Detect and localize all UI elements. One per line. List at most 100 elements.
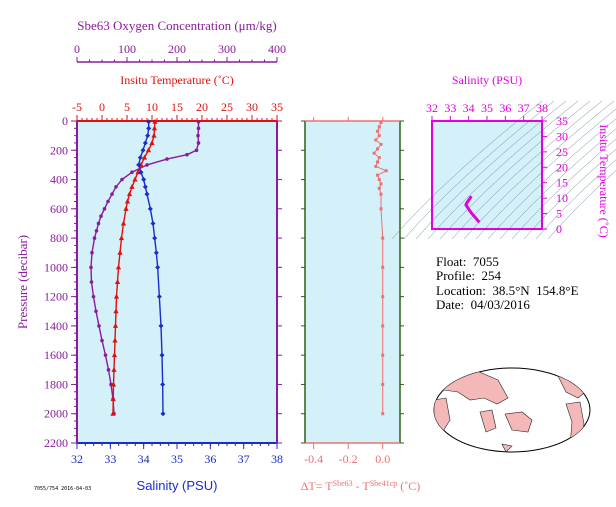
oxygen-series-point xyxy=(92,236,97,240)
delta-series-point xyxy=(376,147,380,151)
ts-salinity-title: Salinity (PSU) xyxy=(452,73,522,87)
salinity-series-point xyxy=(160,381,166,387)
ts-plot-background xyxy=(432,121,542,229)
ts-temperature-tick-label: 15 xyxy=(556,176,568,190)
salinity-tick-label: 37 xyxy=(238,452,250,466)
delta-series-point xyxy=(384,169,388,173)
salinity-series-point xyxy=(137,155,143,161)
delta-series-point xyxy=(379,120,383,124)
delta-series-point xyxy=(379,142,383,146)
salinity-series-point xyxy=(152,235,158,241)
salinity-series-point xyxy=(138,169,144,175)
pressure-tick-label: 1000 xyxy=(44,260,68,274)
delta-series-point xyxy=(381,382,385,386)
oxygen-series-point xyxy=(130,170,134,175)
delta-series-point xyxy=(381,412,385,416)
pressure-tick-label: 2200 xyxy=(44,436,68,450)
temperature-series-point xyxy=(123,205,129,211)
ts-salinity-tick-label: 34 xyxy=(463,101,475,115)
oxygen-tick-label: 100 xyxy=(118,42,136,56)
temperature-series-point xyxy=(113,308,119,314)
salinity-tick-label: 36 xyxy=(204,452,216,466)
delta-axis-title-part: Sbe41cp xyxy=(370,479,398,488)
delta-tick-label: 0.0 xyxy=(375,452,390,466)
salinity-series-point xyxy=(147,206,153,212)
delta-series-point xyxy=(376,160,380,164)
delta-series-point xyxy=(377,125,381,129)
profile-number: Profile: 254 xyxy=(436,268,501,283)
oxygen-series-point xyxy=(120,177,124,182)
ts-temperature-tick-label: 30 xyxy=(556,129,568,143)
pressure-tick-label: 800 xyxy=(50,231,68,245)
oxygen-series-point xyxy=(96,221,101,226)
oxygen-tick-label: 400 xyxy=(268,42,286,56)
ts-temperature-tick-label: 25 xyxy=(556,145,568,159)
ts-temperature-title: Insitu Temperature (˚C) xyxy=(597,124,611,238)
ts-temperature-tick-label: 5 xyxy=(556,207,562,221)
temperature-series-point xyxy=(110,396,116,402)
salinity-series-point xyxy=(155,264,161,270)
oxygen-series-point xyxy=(94,309,98,314)
temperature-series-point xyxy=(124,198,131,204)
footnote: 7055/754 2016-04-03 xyxy=(34,486,92,492)
pressure-axis-title: Pressure (decibar) xyxy=(15,235,30,329)
temperature-series-point xyxy=(151,132,157,138)
pressure-tick-label: 600 xyxy=(50,202,68,216)
oxygen-series-point xyxy=(102,207,107,211)
oxygen-tick-label: 200 xyxy=(168,42,186,56)
ts-temperature-tick-label: 20 xyxy=(556,160,568,174)
oxygen-series-point xyxy=(196,141,201,145)
ts-salinity-tick-label: 32 xyxy=(426,101,438,115)
salinity-series-point xyxy=(141,177,147,183)
salinity-series-point xyxy=(140,147,146,153)
continent-shape xyxy=(504,411,533,433)
salinity-series-point xyxy=(153,250,159,256)
delta-series-point xyxy=(381,353,385,357)
oxygen-tick-label: 300 xyxy=(218,42,236,56)
delta-series-point xyxy=(381,295,385,299)
density-contour xyxy=(535,159,616,240)
oxygen-tick-label: 0 xyxy=(74,42,80,56)
pressure-tick-label: 2000 xyxy=(44,407,68,421)
density-contour xyxy=(475,108,616,240)
delta-series-point xyxy=(374,138,378,142)
ts-temperature-tick-label: 35 xyxy=(556,114,568,128)
delta-series-point xyxy=(377,186,381,190)
oxygen-axis-title: Sbe63 Oxygen Concentration (μm/kg) xyxy=(77,18,276,33)
salinity-series-point xyxy=(160,411,166,417)
delta-tick-label: -0.4 xyxy=(304,452,323,466)
salinity-tick-label: 38 xyxy=(271,452,283,466)
oxygen-series-point xyxy=(165,157,169,161)
density-contour xyxy=(463,100,615,240)
temperature-series-point xyxy=(126,191,133,197)
ts-temperature-tick-label: 0 xyxy=(556,222,562,236)
oxygen-series-point xyxy=(145,163,149,167)
salinity-tick-label: 35 xyxy=(171,452,183,466)
salinity-series-point xyxy=(146,125,152,131)
density-contour xyxy=(439,100,591,240)
temperature-series-point xyxy=(111,366,117,372)
oxygen-series-point xyxy=(94,228,99,233)
temperature-series-point xyxy=(111,352,118,358)
pressure-tick-label: 200 xyxy=(50,143,68,157)
oxygen-series-point xyxy=(99,214,103,218)
salinity-axis-title: Salinity (PSU) xyxy=(137,478,218,493)
pressure-tick-label: 1400 xyxy=(44,319,68,333)
temperature-tick-label: 20 xyxy=(196,100,208,114)
temperature-axis-title: Insitu Temperature (˚C) xyxy=(120,73,234,87)
salinity-tick-label: 33 xyxy=(104,452,116,466)
oxygen-series-point xyxy=(90,250,94,255)
density-contour xyxy=(499,128,616,240)
pressure-tick-label: 400 xyxy=(50,173,68,187)
temperature-series-point xyxy=(129,183,135,189)
delta-axis-title-part: (˚C) xyxy=(397,479,420,493)
temperature-tick-label: 0 xyxy=(99,100,105,114)
oxygen-series-point xyxy=(100,338,104,343)
float-id: Float: 7055 xyxy=(436,254,499,269)
temperature-series-point xyxy=(145,147,152,153)
oxygen-series-point xyxy=(196,133,200,138)
pressure-tick-label: 1600 xyxy=(44,348,68,362)
continent-shape xyxy=(479,409,497,433)
ts-profile-line xyxy=(464,195,481,224)
delta-series-point xyxy=(377,134,381,138)
